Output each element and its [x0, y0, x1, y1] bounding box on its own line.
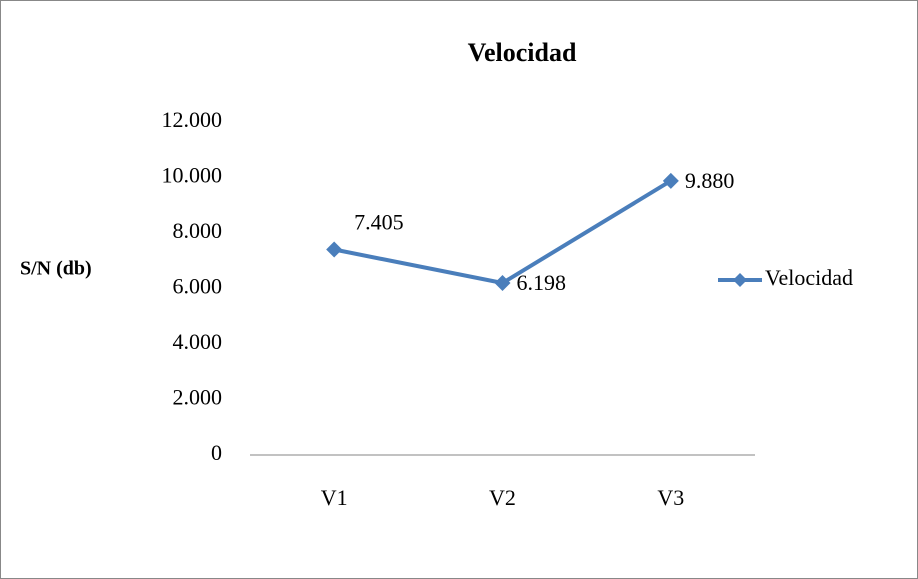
x-tick-label: V3: [657, 485, 684, 510]
data-label: 6.198: [517, 270, 567, 295]
marker: [326, 241, 343, 258]
y-tick-label: 2.000: [173, 385, 223, 410]
y-tick-label: 0: [211, 440, 222, 465]
x-tick-label: V2: [489, 485, 516, 510]
data-label: 9.880: [685, 168, 735, 193]
y-tick-label: 6.000: [173, 274, 223, 299]
x-tick-label: V1: [321, 485, 348, 510]
y-tick-label: 12.000: [162, 107, 223, 132]
chart-title: Velocidad: [468, 38, 577, 67]
data-label: 7.405: [354, 210, 404, 235]
y-tick-label: 4.000: [173, 329, 223, 354]
y-tick-label: 8.000: [173, 218, 223, 243]
y-axis-label: S/N (db): [20, 258, 92, 280]
y-tick-label: 10.000: [162, 163, 223, 188]
marker: [494, 275, 511, 292]
marker: [662, 172, 679, 189]
legend-marker: [733, 273, 747, 287]
legend-label: Velocidad: [765, 265, 853, 290]
